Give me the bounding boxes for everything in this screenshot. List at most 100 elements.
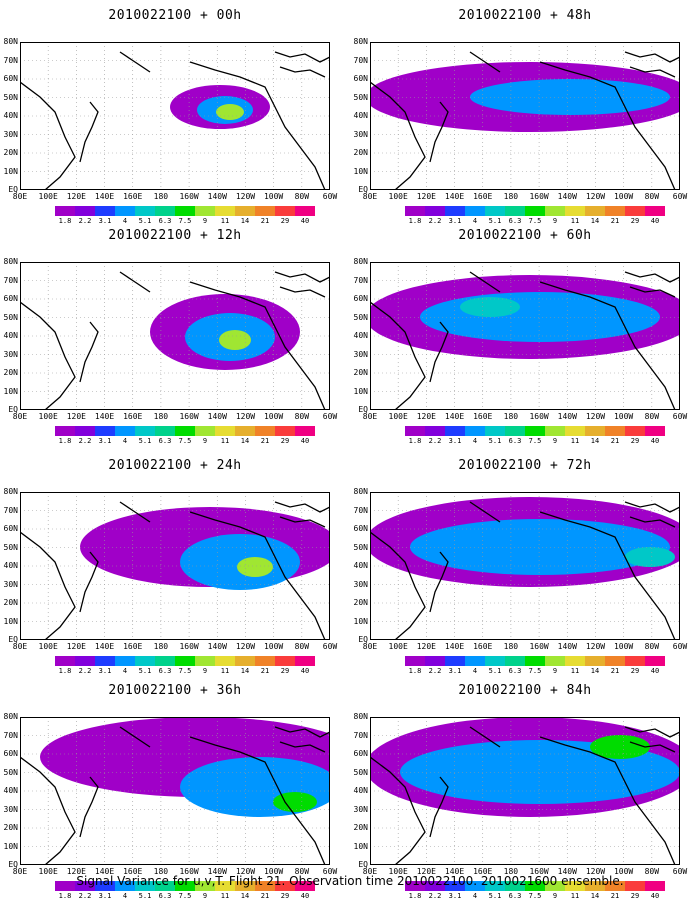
x-tick-label: 80W (294, 192, 310, 201)
x-tick-label: 100E (38, 867, 58, 876)
y-tick-label: 10N (3, 166, 18, 176)
x-tick-label: 180 (153, 412, 169, 421)
colorbar-label: 1.8 (58, 667, 72, 675)
map-panel: 2010022100 + 60h 80N 70N 60N 50N 40N 30N 20N 10N… (350, 220, 700, 445)
x-tick-label: 160E (123, 412, 143, 421)
x-tick-label: 60W (322, 867, 338, 876)
x-tick-label: 80E (12, 412, 28, 421)
colorbar-label: 9 (202, 217, 208, 225)
x-tick-label: 80W (644, 192, 660, 201)
colorbar-swatch (585, 656, 605, 666)
map-frame (370, 262, 680, 410)
y-tick-label: 20N (3, 823, 18, 832)
y-tick-label: 30N (3, 804, 18, 814)
y-tick-label: 80N (3, 37, 18, 46)
y-tick-label: 80N (3, 257, 18, 266)
coastline (119, 726, 151, 748)
coastline (370, 531, 426, 640)
y-tick-label: 70N (3, 275, 18, 285)
colorbar-label: 5.1 (138, 217, 152, 225)
x-tick-label: 120W (585, 192, 606, 201)
coastline (370, 301, 426, 410)
colorbar-label: 21 (610, 217, 620, 225)
x-tick-label: 100E (38, 642, 58, 651)
panel-title: 2010022100 + 24h (108, 458, 242, 473)
x-tick-label: 120W (235, 642, 256, 651)
x-tick-label: 160E (123, 642, 143, 651)
coastline (629, 516, 676, 528)
colorbar-label: 9 (202, 437, 208, 445)
map-area (370, 717, 680, 865)
x-tick-label: 100E (388, 412, 408, 421)
colorbar-swatch (95, 656, 115, 666)
colorbar-label: 4 (472, 667, 478, 675)
colorbar-label: 3.1 (448, 437, 462, 445)
y-tick-label: 50N (353, 312, 368, 322)
colorbar-swatch (565, 206, 585, 216)
y-tick-label: 40N (3, 111, 18, 120)
colorbar-label: 1.8 (58, 437, 72, 445)
y-tick-label: 70N (353, 275, 368, 285)
colorbar-swatch (645, 881, 665, 891)
variance-field (460, 297, 520, 317)
panel-title: 2010022100 + 12h (108, 228, 242, 243)
y-tick-label: EQ (358, 635, 368, 644)
y-tick-label: 50N (353, 767, 368, 777)
map-frame (20, 42, 330, 190)
colorbar-swatch (55, 426, 75, 436)
coastline (20, 756, 76, 865)
colorbar-label: 11 (570, 217, 580, 225)
colorbar-label: 7.5 (528, 892, 542, 900)
coastline (20, 81, 76, 190)
y-tick-label: 10N (3, 386, 18, 396)
y-tick-label: 60N (353, 74, 368, 83)
colorbar-swatch (75, 656, 95, 666)
colorbar-swatch (585, 426, 605, 436)
colorbar-swatch (235, 881, 255, 891)
colorbar-label: 11 (220, 892, 230, 900)
colorbar-swatch (525, 881, 545, 891)
colorbar-label: 3.1 (98, 667, 112, 675)
x-tick-label: 140E (94, 412, 115, 421)
y-tick-label: 40N (3, 786, 18, 795)
colorbar-label: 9 (552, 667, 558, 675)
coastline (119, 271, 151, 293)
y-tick-label: 20N (3, 368, 18, 377)
y-tick-label: 10N (3, 841, 18, 851)
colorbar-swatch (195, 881, 215, 891)
y-tick-label: EQ (8, 860, 18, 869)
y-tick-label: 60N (3, 74, 18, 83)
x-tick-label: 100W (613, 192, 634, 201)
x-tick-label: 160W (179, 412, 199, 421)
x-tick-label: 160W (179, 642, 199, 651)
panel-title: 2010022100 + 48h (458, 8, 592, 23)
colorbar-label: 6.3 (158, 217, 172, 225)
coastline (79, 101, 99, 163)
coastline (629, 286, 676, 298)
colorbar-label: 2.2 (428, 667, 442, 675)
y-tick-label: 60N (353, 294, 368, 303)
x-tick-label: 80E (12, 192, 28, 201)
colorbar-swatch (645, 656, 665, 666)
colorbar-label: 1.8 (58, 892, 72, 900)
colorbar-swatch (505, 881, 525, 891)
colorbar-label: 11 (570, 667, 580, 675)
coastline (79, 776, 99, 838)
colorbar (55, 206, 315, 216)
colorbar-label: 5.1 (488, 892, 502, 900)
y-tick-label: 70N (3, 505, 18, 515)
colorbar-swatch (605, 426, 625, 436)
x-tick-label: 60W (322, 642, 338, 651)
colorbar-label: 5.1 (488, 437, 502, 445)
colorbar-swatch (295, 206, 315, 216)
colorbar-label: 7.5 (528, 437, 542, 445)
colorbar-label: 21 (610, 667, 620, 675)
colorbar-swatch (505, 426, 525, 436)
y-tick-label: EQ (358, 185, 368, 194)
colorbar-swatch (215, 881, 235, 891)
coastline (469, 271, 501, 293)
colorbar-label: 11 (220, 667, 230, 675)
colorbar-swatch (255, 656, 275, 666)
x-tick-label: 80W (644, 867, 660, 876)
colorbar-label: 29 (630, 437, 640, 445)
